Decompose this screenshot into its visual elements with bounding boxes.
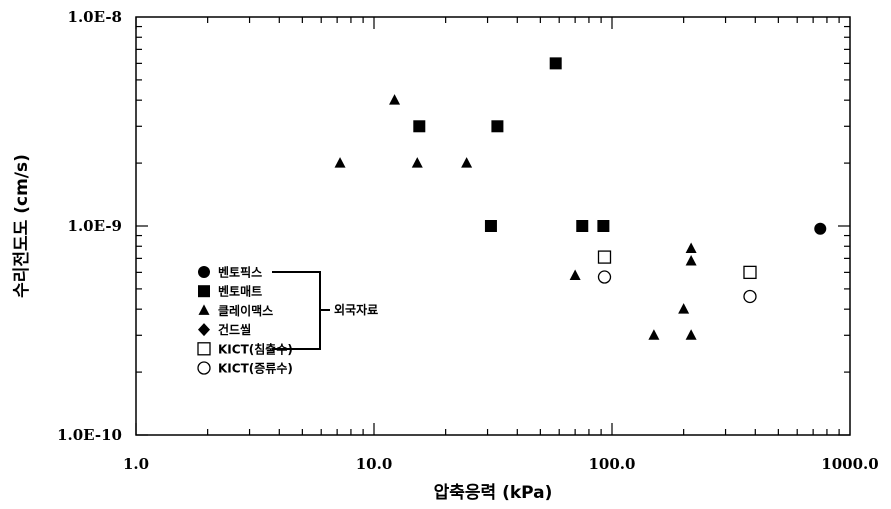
legend-label: 클레이맥스 [218,303,273,318]
axis-tick-labels: 1.0 10.0 100.0 1000.0 1.0E-10 1.0E-9 1.0E-8 [57,8,879,473]
legend-marker [197,361,211,375]
x-tick-label: 1.0 [123,455,149,473]
data-point [743,289,757,304]
data-point [597,220,610,232]
data-point [685,242,697,254]
x-tick-label: 10.0 [356,455,393,473]
legend-marker [198,304,210,315]
legend-label: 벤토픽스 [218,265,262,280]
data-point [597,270,612,284]
data-point [484,220,497,232]
data-point [648,329,660,340]
data-point [413,120,426,133]
data-point [685,255,697,266]
data-point [411,157,423,168]
legend-marker [197,342,211,356]
legend-marker [198,266,210,278]
data-point [597,250,612,264]
data-point [569,269,581,280]
y-axis-title: 수리전도도 (cm/s) [12,154,32,298]
y-tick-label: 1.0E-8 [68,8,122,26]
legend-label: 건드씰 [218,322,251,337]
x-tick-label: 100.0 [589,455,636,473]
data-point [461,157,473,168]
x-axis-title: 압축응력 (kPa) [434,482,553,503]
legend-marker [198,323,210,337]
data-point [678,303,690,314]
axis-ticks [135,17,850,436]
x-tick-label: 1000.0 [821,455,878,473]
data-point [491,120,504,133]
legend-marker [198,285,210,298]
data-point [743,265,757,280]
legend-label: 벤토매트 [218,284,262,299]
y-tick-label: 1.0E-9 [68,217,122,235]
data-point [334,157,346,168]
legend-label: KICT(침출수) [218,341,293,356]
data-point [814,222,827,235]
data-point [549,57,562,70]
y-tick-label: 1.0E-10 [57,426,122,444]
legend-label: KICT(증류수) [218,362,293,376]
legend-group-label: 외국자료 [334,302,378,317]
data-points [334,57,827,340]
data-point [685,329,697,340]
data-point [389,94,401,105]
legend-group-bracket [272,271,330,350]
data-point [576,220,589,232]
